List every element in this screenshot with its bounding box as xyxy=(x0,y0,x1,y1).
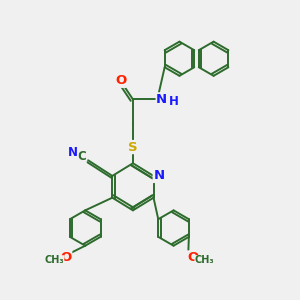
Text: H: H xyxy=(169,95,178,108)
Text: N: N xyxy=(153,169,164,182)
Text: N: N xyxy=(156,93,167,106)
Text: O: O xyxy=(61,251,72,264)
Text: O: O xyxy=(115,74,126,87)
Text: CH₃: CH₃ xyxy=(195,255,214,266)
Text: CH₃: CH₃ xyxy=(44,255,64,266)
Text: O: O xyxy=(187,251,198,264)
Text: N: N xyxy=(68,146,78,159)
Text: C: C xyxy=(77,150,86,163)
Text: S: S xyxy=(128,141,138,154)
